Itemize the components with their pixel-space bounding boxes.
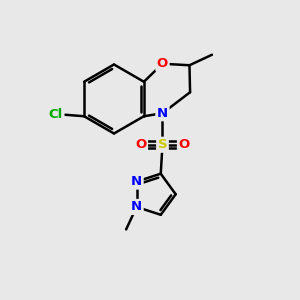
Text: Cl: Cl: [49, 108, 63, 121]
Text: N: N: [131, 175, 142, 188]
Text: S: S: [158, 138, 167, 151]
Text: O: O: [178, 138, 190, 151]
Text: N: N: [157, 107, 168, 120]
Text: O: O: [157, 57, 168, 70]
Text: N: N: [131, 200, 142, 213]
Text: O: O: [135, 138, 146, 151]
